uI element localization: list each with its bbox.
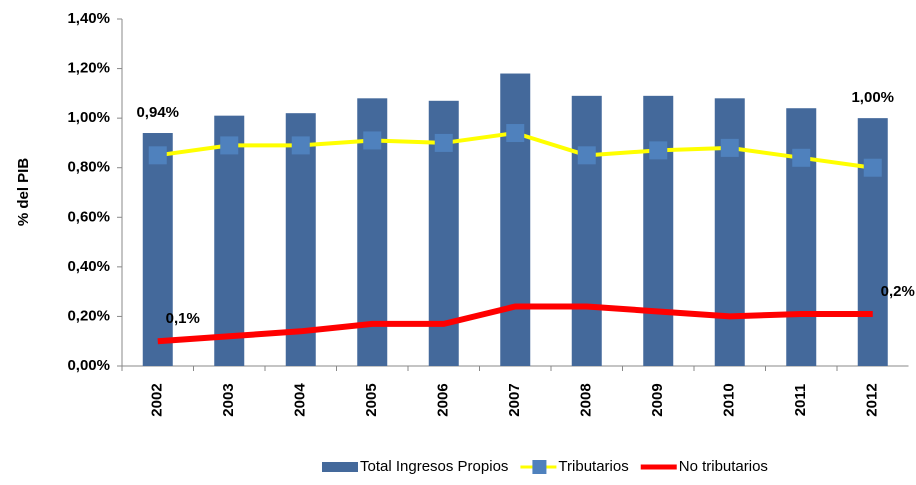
marker xyxy=(577,146,596,165)
data-label: 0,94% xyxy=(136,104,179,121)
marker xyxy=(720,138,739,157)
y-tick-label: 0,60% xyxy=(67,208,110,225)
x-tick-label: 2012 xyxy=(864,383,881,416)
x-tick-label: 2004 xyxy=(292,383,309,417)
y-tick-label: 0,20% xyxy=(67,307,110,324)
bar xyxy=(643,95,674,366)
marker xyxy=(220,136,239,155)
bar xyxy=(786,108,817,366)
x-tick-label: 2010 xyxy=(721,383,738,416)
legend-swatch xyxy=(322,462,358,472)
legend-label: Tributarios xyxy=(558,458,628,475)
x-tick-label: 2005 xyxy=(363,383,380,416)
y-tick-label: 1,20% xyxy=(67,60,110,77)
marker xyxy=(434,133,453,152)
x-tick-label: 2006 xyxy=(435,383,452,416)
y-tick-label: 0,80% xyxy=(67,159,110,176)
legend-label: Total Ingresos Propios xyxy=(360,458,508,475)
x-tick-label: 2007 xyxy=(506,383,523,416)
bar xyxy=(857,118,888,367)
bar xyxy=(214,115,245,367)
marker xyxy=(148,146,167,165)
legend-label: No tributarios xyxy=(679,458,768,475)
bar xyxy=(714,98,745,367)
bar xyxy=(500,73,531,367)
marker xyxy=(291,136,310,155)
data-label: 1,00% xyxy=(851,89,894,106)
bar xyxy=(571,95,602,366)
x-tick-label: 2008 xyxy=(578,383,595,416)
marker xyxy=(792,148,811,167)
y-tick-label: 0,00% xyxy=(67,357,110,374)
data-label: 0,2% xyxy=(881,283,915,300)
marker xyxy=(363,131,382,150)
y-tick-label: 1,40% xyxy=(67,10,110,27)
x-tick-label: 2003 xyxy=(220,383,237,416)
x-tick-label: 2011 xyxy=(792,384,809,417)
marker xyxy=(506,124,525,143)
y-tick-label: 0,40% xyxy=(67,258,110,275)
line xyxy=(157,303,873,345)
marker xyxy=(863,158,882,177)
marker xyxy=(649,141,668,160)
y-tick-label: 1,00% xyxy=(67,109,110,126)
bar xyxy=(142,133,173,366)
legend-marker xyxy=(532,460,547,474)
x-tick-label: 2002 xyxy=(149,383,166,416)
y-axis-label: % del PIB xyxy=(15,158,32,227)
x-tick-label: 2009 xyxy=(649,383,666,416)
bar xyxy=(285,113,316,366)
data-label: 0,1% xyxy=(166,310,200,327)
